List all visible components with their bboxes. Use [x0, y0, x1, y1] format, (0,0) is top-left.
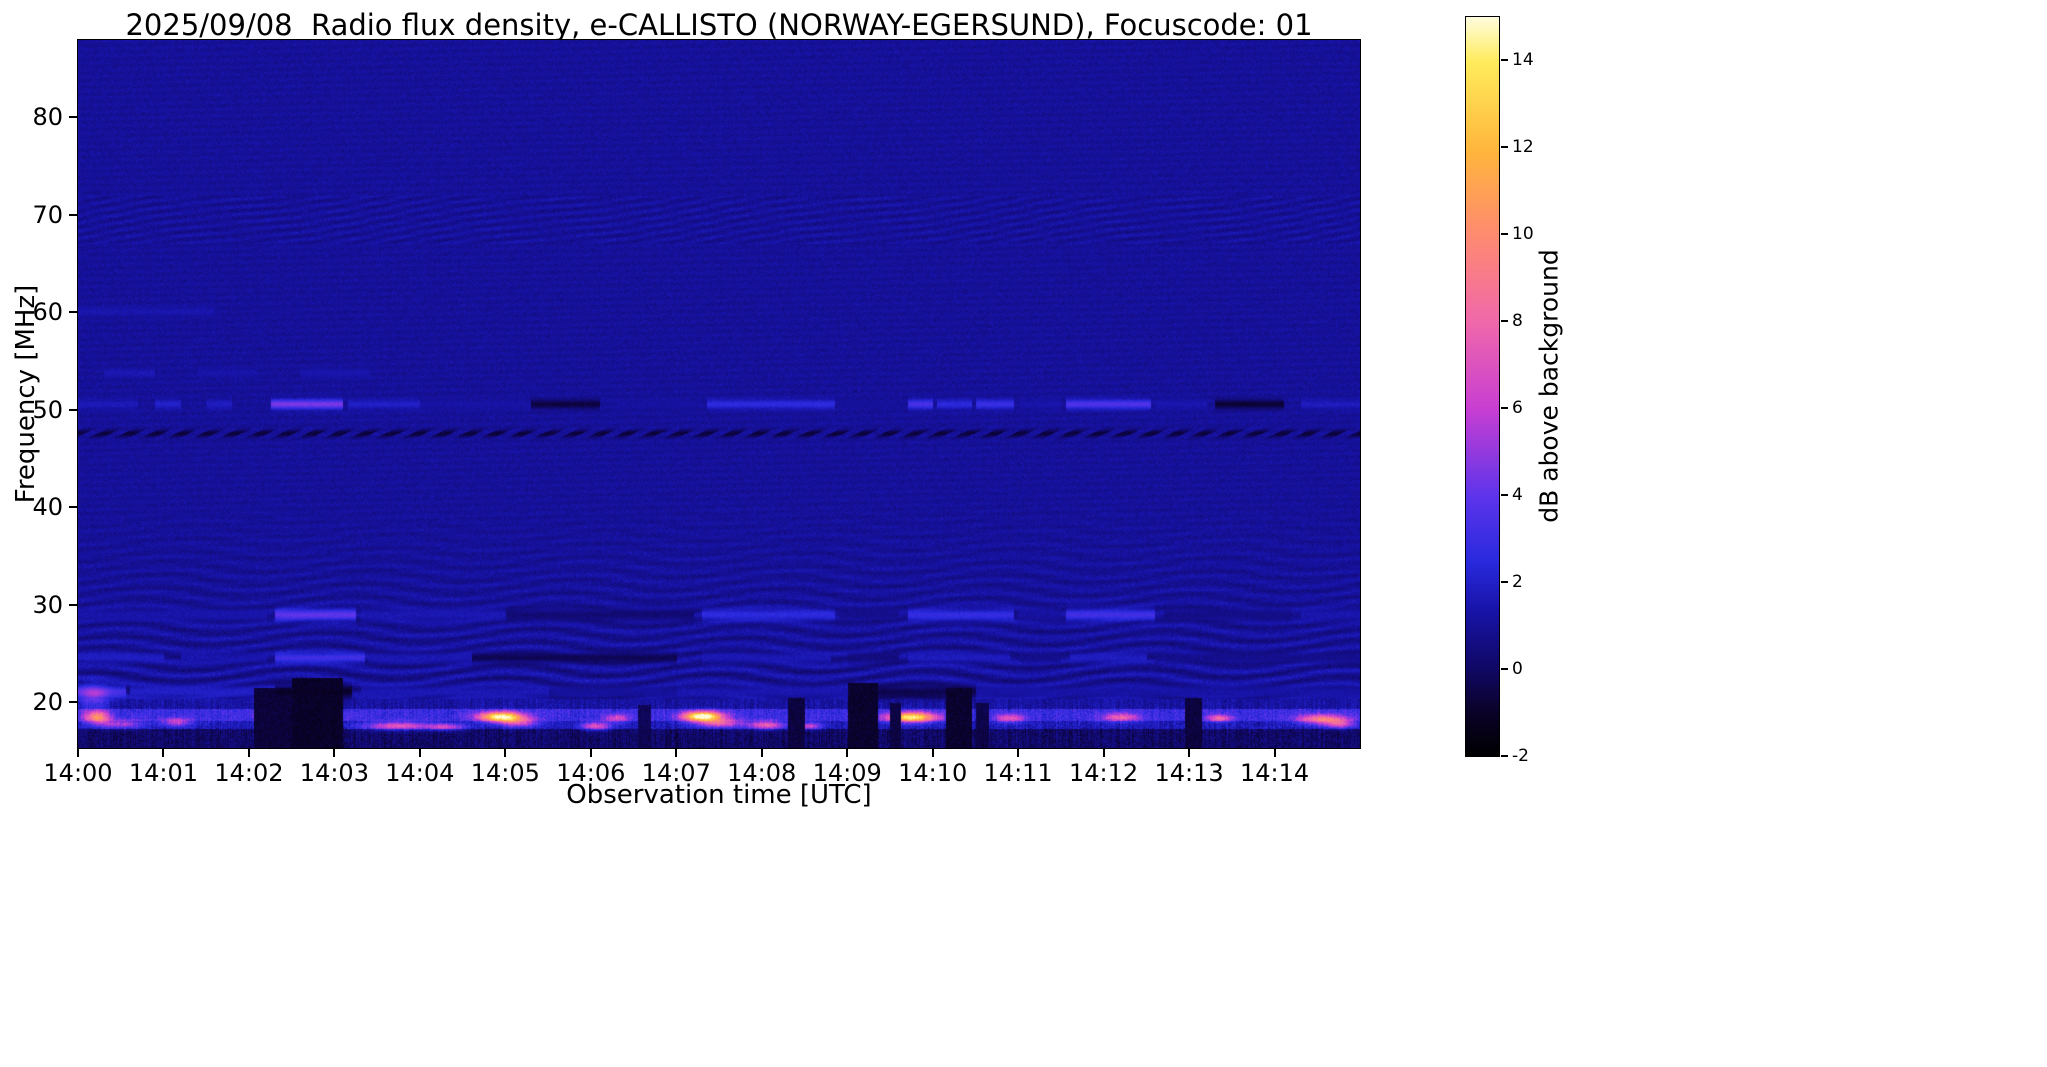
colorbar-tick-mark — [1501, 146, 1508, 149]
x-tick-mark — [333, 749, 336, 757]
colorbar-canvas — [1466, 17, 1499, 756]
x-tick-label: 14:02 — [214, 759, 284, 787]
x-tick-mark — [589, 749, 592, 757]
y-tick-mark — [69, 311, 77, 314]
colorbar-label: dB above background — [1534, 249, 1564, 523]
y-tick-label: 30 — [32, 590, 63, 619]
x-tick-mark — [1017, 749, 1020, 757]
x-tick-mark — [675, 749, 678, 757]
x-tick-label: 14:08 — [727, 759, 797, 787]
colorbar-tick-label: 14 — [1512, 50, 1534, 71]
x-tick-mark — [162, 749, 165, 757]
colorbar-tick-mark — [1501, 755, 1508, 757]
x-tick-mark — [1273, 749, 1276, 757]
x-tick-mark — [418, 749, 421, 757]
y-tick-mark — [69, 408, 77, 411]
x-tick-label: 14:04 — [385, 759, 455, 787]
x-tick-label: 14:12 — [1069, 759, 1139, 787]
colorbar-tick-mark — [1501, 668, 1508, 671]
x-tick-label: 14:01 — [128, 759, 199, 787]
y-tick-label: 20 — [32, 688, 63, 717]
x-tick-mark — [846, 749, 849, 757]
colorbar-tick-label: 6 — [1512, 398, 1523, 419]
colorbar-tick-label: 0 — [1512, 659, 1523, 680]
x-tick-mark — [1102, 749, 1105, 757]
x-tick-label: 14:06 — [556, 759, 626, 787]
x-tick-label: 14:14 — [1239, 759, 1310, 787]
chart-title: 2025/09/08 Radio flux density, e-CALLIST… — [125, 8, 1313, 42]
colorbar-tick-mark — [1501, 233, 1508, 236]
colorbar-tick-label: 10 — [1512, 224, 1534, 245]
x-tick-label: 14:00 — [43, 759, 113, 787]
colorbar-tick-label: 8 — [1512, 311, 1523, 332]
x-tick-label: 14:05 — [470, 759, 540, 787]
y-tick-mark — [69, 116, 77, 119]
colorbar-tick-mark — [1501, 59, 1508, 62]
colorbar-tick-mark — [1501, 581, 1508, 584]
x-tick-mark — [247, 749, 250, 757]
x-tick-mark — [504, 749, 507, 757]
y-tick-label: 50 — [32, 395, 63, 424]
y-tick-label: 40 — [32, 493, 63, 522]
colorbar-tick-label: 2 — [1512, 572, 1523, 593]
x-tick-mark — [1188, 749, 1191, 757]
x-tick-mark — [931, 749, 934, 757]
colorbar-tick-label: 12 — [1512, 137, 1534, 158]
y-tick-mark — [69, 213, 77, 216]
colorbar-tick-mark — [1501, 494, 1508, 497]
y-tick-mark — [69, 701, 77, 704]
x-tick-label: 14:03 — [299, 759, 369, 787]
colorbar-tick-mark — [1501, 407, 1508, 410]
x-tick-mark — [760, 749, 763, 757]
colorbar-tick-label: 4 — [1512, 485, 1523, 506]
x-tick-label: 14:10 — [898, 759, 968, 787]
x-axis-label: Observation time [UTC] — [566, 780, 872, 810]
spectrogram-canvas — [78, 40, 1360, 748]
y-tick-label: 70 — [32, 200, 63, 229]
y-axis-label: Frequency [MHz] — [11, 284, 41, 504]
y-tick-mark — [69, 603, 77, 606]
x-tick-label: 14:13 — [1154, 759, 1224, 787]
colorbar-tick-label: -2 — [1512, 746, 1529, 766]
x-tick-mark — [77, 749, 79, 757]
y-tick-label: 60 — [32, 298, 63, 327]
x-tick-label: 14:07 — [641, 759, 711, 787]
y-tick-mark — [69, 506, 77, 509]
colorbar-tick-mark — [1501, 320, 1508, 323]
y-tick-label: 80 — [32, 103, 63, 132]
x-tick-label: 14:09 — [812, 759, 882, 787]
x-tick-label: 14:11 — [983, 759, 1053, 787]
